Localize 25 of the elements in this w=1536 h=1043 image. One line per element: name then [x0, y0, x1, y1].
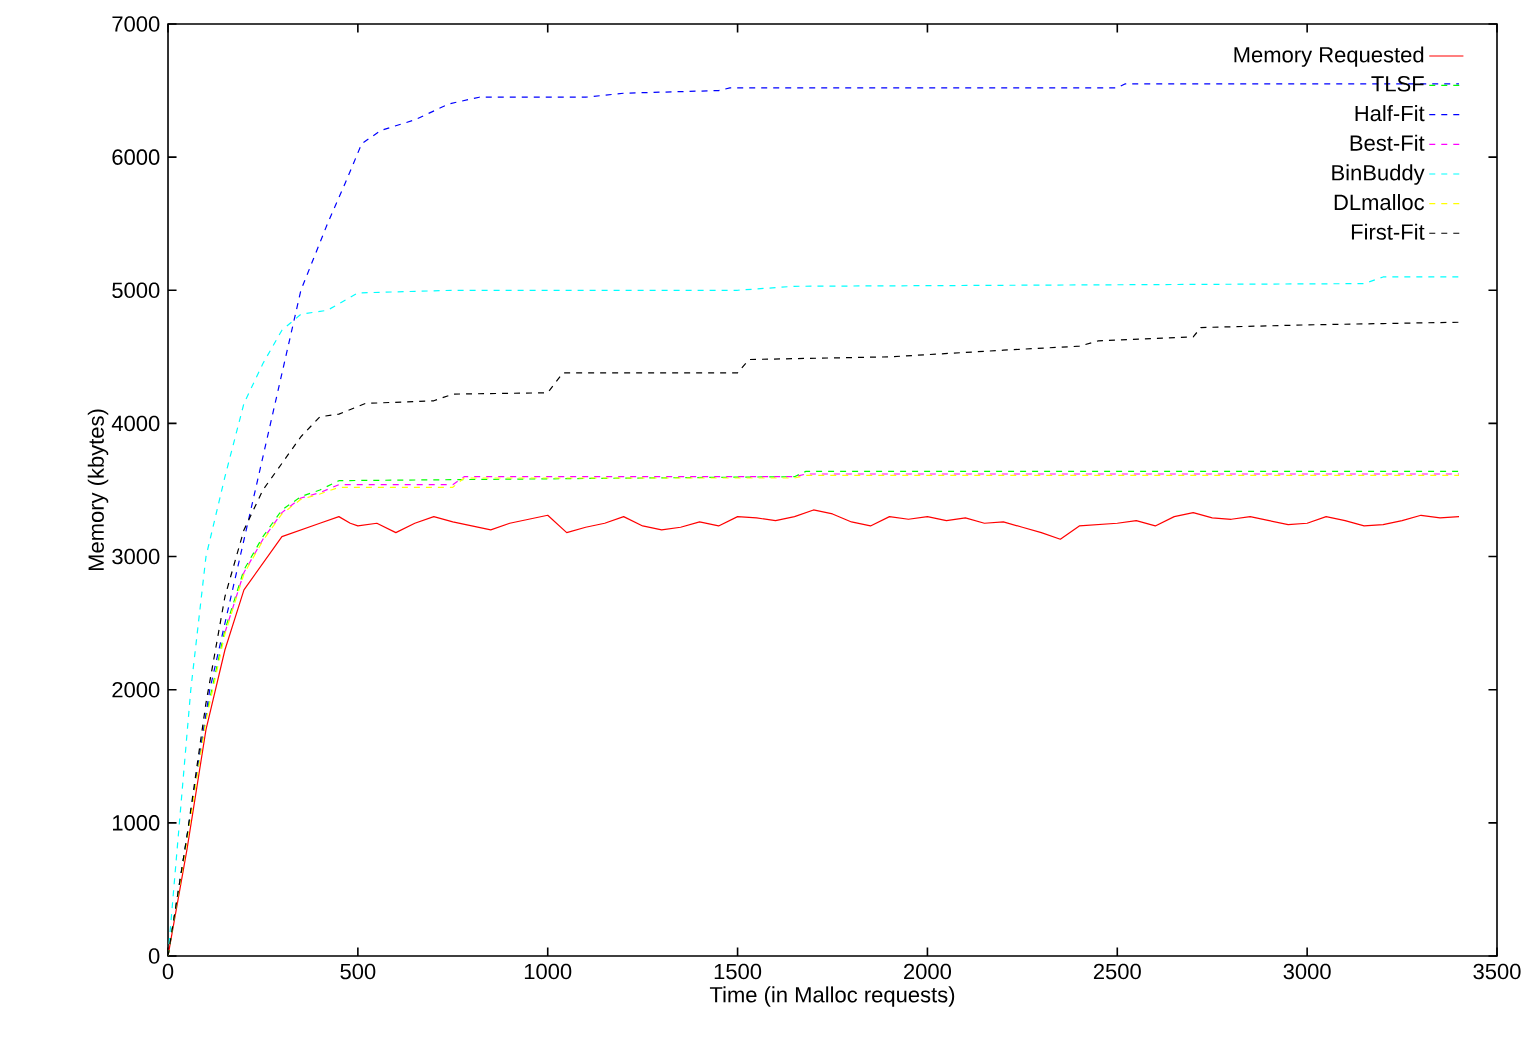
- y-tick-label: 5000: [112, 282, 160, 299]
- y-tick-label: 6000: [112, 149, 160, 165]
- x-tick-label: 3500: [1473, 963, 1521, 980]
- legend-label: Memory Requested: [1234, 46, 1424, 67]
- x-tick-label: 3000: [1283, 963, 1331, 980]
- x-axis-title: Time (in Malloc requests): [709, 986, 955, 1007]
- legend-label: TLSF: [1371, 76, 1424, 92]
- legend-label: First-Fit: [1351, 223, 1425, 240]
- x-tick-label: 1000: [524, 963, 572, 980]
- x-tick-label: 2000: [904, 963, 952, 980]
- legend-label: Half-Fit: [1355, 105, 1425, 122]
- y-tick-label: 7000: [112, 16, 160, 32]
- x-tick-label: 2500: [1093, 963, 1141, 980]
- legend-label: Best-Fit: [1350, 134, 1425, 151]
- y-tick-label: 1000: [113, 815, 160, 831]
- x-tick-label: 0: [162, 963, 174, 980]
- y-tick-label: 2000: [112, 681, 160, 698]
- legend-label: BinBuddy: [1332, 164, 1425, 185]
- y-tick-label: 3000: [112, 548, 160, 565]
- y-tick-label: 4000: [111, 415, 160, 432]
- x-tick-label: 1500: [714, 963, 762, 980]
- x-tick-label: 500: [340, 963, 376, 980]
- legend-label: DLmalloc: [1334, 194, 1425, 211]
- y-tick-label: 0: [148, 948, 160, 964]
- y-axis-title: Memory (kbytes): [87, 409, 109, 571]
